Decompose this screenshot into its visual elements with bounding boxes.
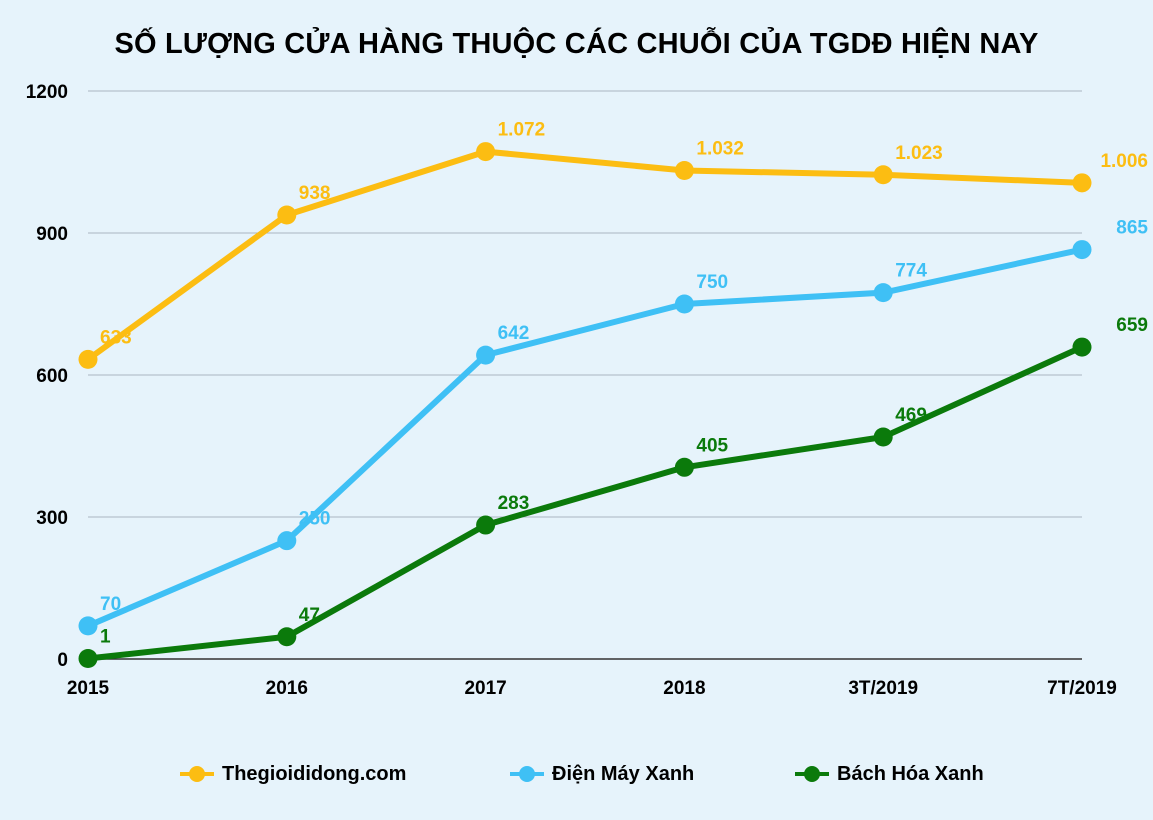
data-label: 283 <box>498 493 530 514</box>
y-tick-label: 900 <box>36 224 68 245</box>
series-line <box>85 344 1085 662</box>
legend-item-dien-may-xanh: Điện Máy Xanh <box>510 762 694 786</box>
legend: Thegioididong.com Điện Máy Xanh Bách Hóa… <box>0 762 1153 792</box>
series-layer: 633 938 1.072 1.032 1.023 1.006 70 250 642 750 774… <box>78 120 1148 669</box>
data-point <box>674 457 694 477</box>
legend-marker-bach-hoa-xanh <box>795 762 829 786</box>
data-point <box>277 531 297 551</box>
gridlines <box>88 90 1082 660</box>
series-0: 633 938 1.072 1.032 1.023 1.006 <box>78 120 1148 369</box>
data-point <box>1072 173 1092 193</box>
data-label: 405 <box>696 435 728 456</box>
series-1: 70 250 642 750 774 865 <box>78 218 1148 636</box>
x-tick-label: 7T/2019 <box>1047 678 1117 699</box>
legend-marker-dien-may-xanh <box>510 762 544 786</box>
data-point <box>873 427 893 447</box>
data-label: 633 <box>100 327 132 348</box>
data-label: 659 <box>1116 315 1148 336</box>
y-tick-label: 1200 <box>26 82 68 103</box>
data-point <box>476 345 496 365</box>
x-tick-label: 3T/2019 <box>848 678 918 699</box>
legend-item-thegioididong: Thegioididong.com <box>180 762 406 786</box>
x-tick-label: 2016 <box>266 678 308 699</box>
legend-marker-thegioididong <box>180 762 214 786</box>
y-tick-label: 300 <box>36 508 68 529</box>
data-label: 1.006 <box>1100 151 1148 172</box>
x-tick-label: 2015 <box>67 678 110 699</box>
x-axis: 2015 2016 2017 2018 3T/2019 7T/2019 <box>67 678 1117 699</box>
data-point <box>78 349 98 369</box>
data-label: 750 <box>696 272 728 293</box>
data-label: 642 <box>498 323 530 344</box>
data-point <box>78 649 98 669</box>
data-label: 250 <box>299 509 331 530</box>
data-label: 1 <box>100 627 111 648</box>
data-point <box>674 161 694 181</box>
data-label: 469 <box>895 405 927 426</box>
x-tick-label: 2018 <box>663 678 705 699</box>
data-point <box>873 165 893 185</box>
data-label: 47 <box>299 605 320 626</box>
series-line <box>85 246 1085 629</box>
y-axis: 0 300 600 900 1200 <box>26 82 68 671</box>
data-point <box>277 627 297 647</box>
data-label: 1.072 <box>498 120 546 141</box>
x-tick-label: 2017 <box>464 678 506 699</box>
chart-title: SỐ LƯỢNG CỬA HÀNG THUỘC CÁC CHUỖI CỦA TG… <box>114 28 1039 60</box>
data-point <box>674 294 694 314</box>
series-line <box>85 148 1085 363</box>
series-2: 1 47 283 405 469 659 <box>78 315 1148 669</box>
legend-label-thegioididong: Thegioididong.com <box>222 762 407 785</box>
data-point <box>873 283 893 303</box>
legend-label-bach-hoa-xanh: Bách Hóa Xanh <box>837 762 984 785</box>
legend-item-bach-hoa-xanh: Bách Hóa Xanh <box>795 762 984 786</box>
data-point <box>277 205 297 225</box>
y-tick-label: 600 <box>36 366 68 387</box>
data-point <box>476 142 496 162</box>
data-label: 865 <box>1116 218 1148 239</box>
data-label: 1.032 <box>696 139 744 160</box>
data-point <box>1072 240 1092 260</box>
data-label: 774 <box>895 261 927 282</box>
data-point <box>476 515 496 535</box>
data-label: 1.023 <box>895 143 943 164</box>
data-label: 70 <box>100 594 121 615</box>
legend-label-dien-may-xanh: Điện Máy Xanh <box>552 762 695 785</box>
data-point <box>78 616 98 636</box>
data-label: 938 <box>299 183 331 204</box>
data-point <box>1072 337 1092 357</box>
y-tick-label: 0 <box>57 650 68 671</box>
